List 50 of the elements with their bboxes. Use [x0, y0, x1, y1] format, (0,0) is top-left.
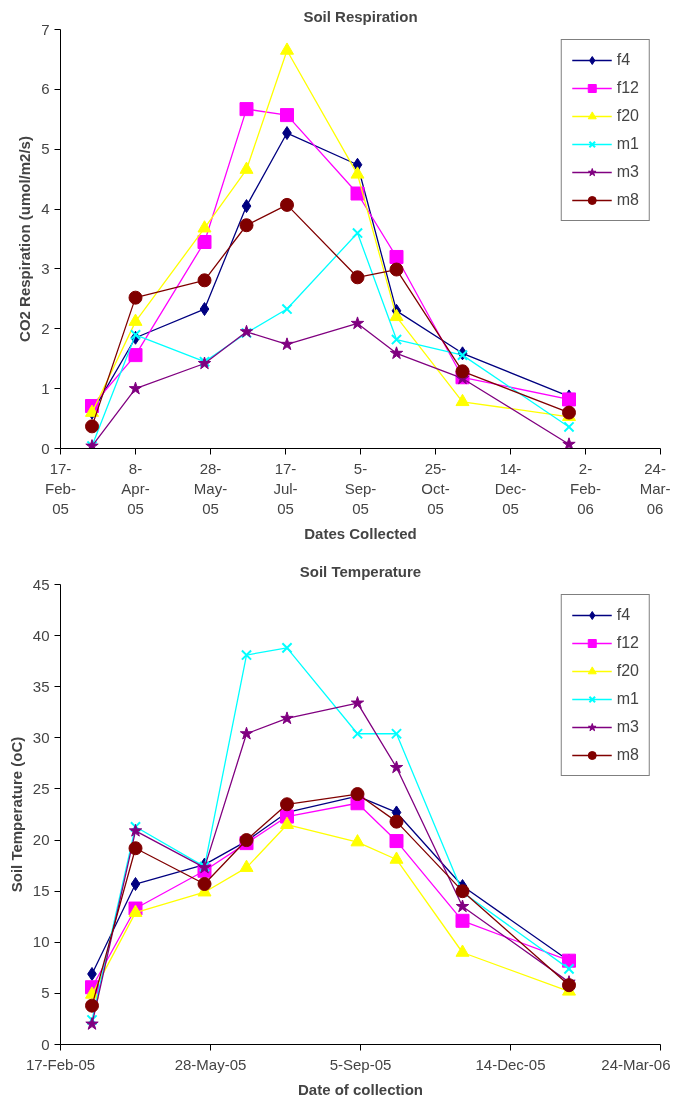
- y-tick-label: 15: [32, 882, 50, 900]
- y-tick-label: 2: [41, 319, 50, 337]
- y-tick-label: 45: [32, 575, 50, 593]
- x-tick-label: 5-Sep-05: [329, 1055, 392, 1073]
- legend-label: m1: [616, 690, 639, 708]
- y-tick-label: 1: [41, 379, 50, 397]
- y-tick-label: 5: [41, 140, 50, 158]
- legend-label: m1: [616, 135, 639, 153]
- x-tick-label: 8-Apr-05: [121, 459, 150, 518]
- x-tick-label: 14-Dec-05: [475, 1055, 546, 1073]
- legend-label: f20: [616, 107, 639, 125]
- x-tick-label: 28-May-05: [174, 1055, 247, 1073]
- x-tick-label: 5-Sep-05: [344, 459, 377, 518]
- x-tick-label: 17-Feb-05: [45, 459, 76, 518]
- y-tick-label: 3: [41, 259, 50, 277]
- y-axis-title: Soil Temperature (oC): [7, 736, 25, 893]
- x-axis-title: Date of collection: [297, 1080, 424, 1098]
- x-tick-label: 2-Feb-06: [570, 459, 601, 518]
- y-tick-label: 10: [32, 933, 50, 951]
- chart-title: Soil Temperature: [299, 562, 422, 580]
- x-axis-title: Dates Collected: [304, 525, 417, 543]
- chart-title: Soil Respiration: [303, 7, 418, 25]
- y-tick-label: 30: [32, 728, 50, 746]
- y-axis-title: CO2 Respiration (umol/m2/s): [16, 136, 34, 342]
- legend-label: f20: [616, 662, 639, 680]
- x-tick-label: 25-Oct-05: [421, 459, 450, 518]
- legend-label: m3: [616, 163, 639, 181]
- y-tick-label: 0: [41, 439, 50, 457]
- y-tick-label: 20: [32, 831, 50, 849]
- x-tick-label: 17-Jul-05: [273, 459, 298, 518]
- y-tick-label: 6: [41, 80, 50, 98]
- legend-label: m8: [616, 746, 639, 764]
- legend-label: f4: [616, 51, 632, 69]
- y-tick-label: 25: [32, 779, 50, 797]
- x-tick-label: 17-Feb-05: [25, 1055, 96, 1073]
- y-tick-label: 4: [41, 200, 50, 218]
- y-tick-label: 5: [41, 984, 50, 1002]
- legend-label: m3: [616, 718, 639, 736]
- x-tick-label: 28-May-05: [193, 459, 228, 518]
- y-tick-label: 0: [41, 1035, 50, 1053]
- y-tick-label: 40: [32, 626, 50, 644]
- x-tick-label: 24-Mar-06: [639, 459, 671, 518]
- x-tick-label: 24-Mar-06: [601, 1055, 671, 1073]
- legend-label: f4: [616, 606, 632, 624]
- x-tick-label: 14-Dec-05: [494, 459, 527, 518]
- legend-label: m8: [616, 191, 639, 209]
- legend-label: f12: [616, 634, 639, 652]
- legend-label: f12: [616, 79, 639, 97]
- y-tick-label: 7: [41, 20, 50, 38]
- y-tick-label: 35: [32, 677, 50, 695]
